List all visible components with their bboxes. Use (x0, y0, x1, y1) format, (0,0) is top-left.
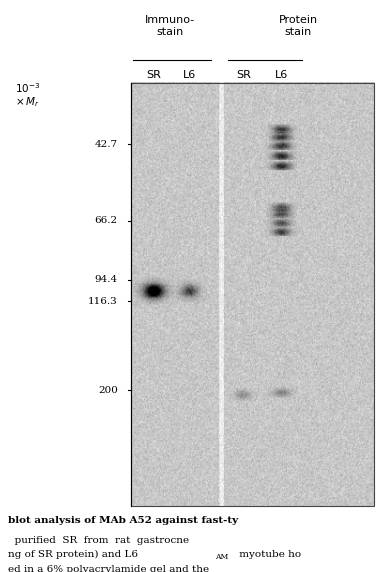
Text: L6: L6 (275, 70, 288, 80)
Text: purified  SR  from  rat  gastrocne: purified SR from rat gastrocne (8, 536, 189, 545)
Text: 42.7: 42.7 (95, 140, 118, 149)
Text: myotube ho: myotube ho (236, 550, 301, 559)
Text: $\times\,M_r$: $\times\,M_r$ (15, 96, 40, 109)
Text: SR: SR (236, 70, 251, 80)
Text: L6: L6 (184, 70, 196, 80)
Text: 116.3: 116.3 (88, 297, 118, 306)
Text: 94.4: 94.4 (95, 275, 118, 284)
Text: Protein
stain: Protein stain (279, 15, 318, 37)
Text: ed in a 6% polyacrylamide gel and the: ed in a 6% polyacrylamide gel and the (8, 565, 209, 572)
Text: SR: SR (146, 70, 162, 80)
Text: AM: AM (215, 553, 228, 561)
Text: ng of SR protein) and L6: ng of SR protein) and L6 (8, 550, 138, 559)
Bar (131, 83, 374, 506)
Text: 66.2: 66.2 (95, 216, 118, 225)
Text: Immuno-
stain: Immuno- stain (145, 15, 195, 37)
Text: blot analysis of MAb A52 against fast-ty: blot analysis of MAb A52 against fast-ty (8, 516, 238, 525)
Text: 200: 200 (98, 386, 118, 395)
Text: $10^{-3}$: $10^{-3}$ (15, 81, 41, 95)
